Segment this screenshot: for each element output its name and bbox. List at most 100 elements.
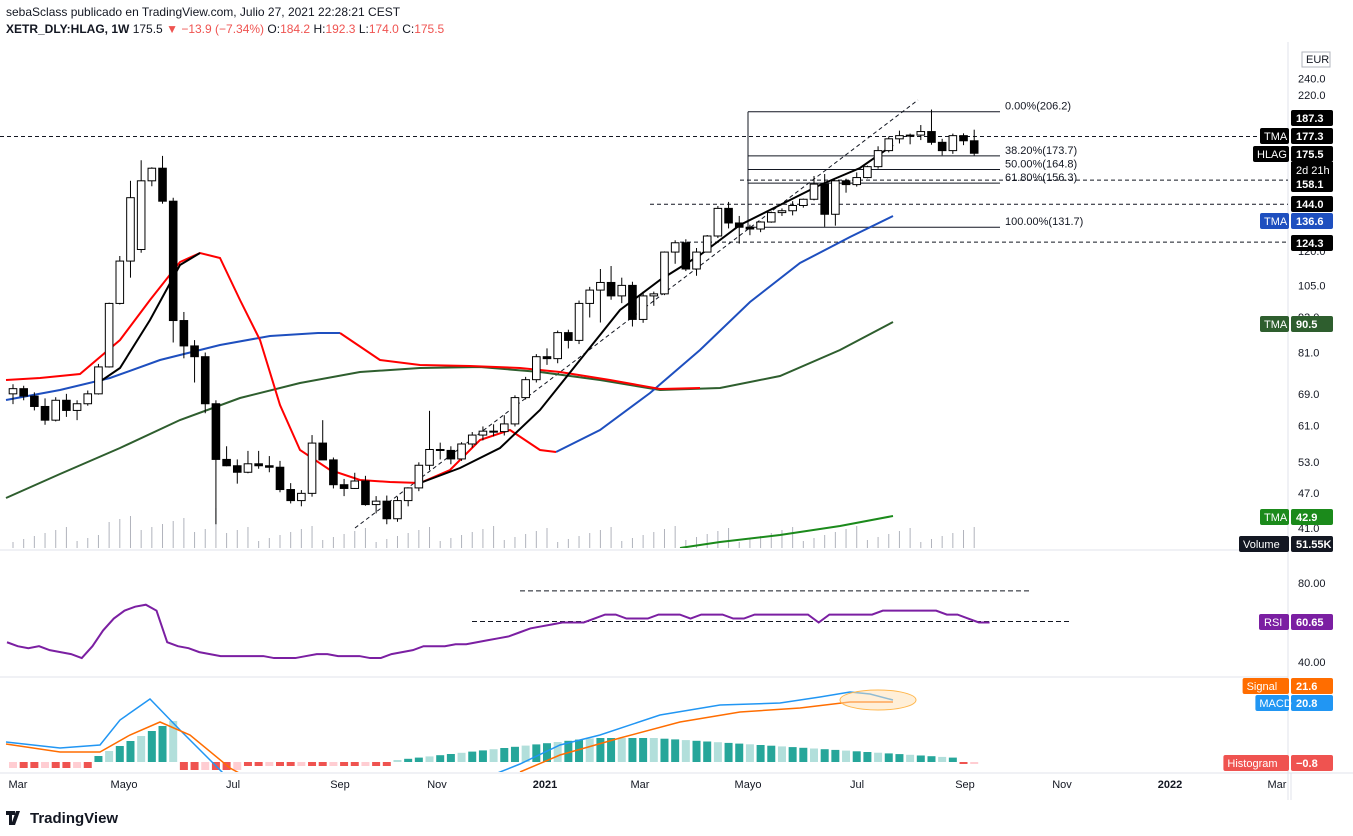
candle-body: [40, 405, 50, 421]
price-tag-label-box: [1260, 128, 1289, 144]
candle-body: [72, 403, 82, 411]
candle-body: [692, 251, 701, 270]
price-tag-label: TMA: [1264, 131, 1288, 143]
fib-level-label: 61.80%(156.3): [1005, 172, 1077, 184]
macd-tag: 20.8 MACD: [1255, 695, 1333, 711]
candle-body: [521, 379, 530, 399]
candle-body: [136, 180, 146, 251]
candle-body: [574, 302, 584, 341]
price-tag: 136.6 TMA: [1260, 213, 1333, 229]
chart-header: sebaSclass publicado en TradingView.com,…: [6, 4, 444, 38]
price-tag: 175.5 HLAG 2d 21h: [1253, 146, 1333, 178]
chart-canvas[interactable]: Mar Mayo Jul Sep Nov 2021 Mar Mayo Jul Sep Nov 2022…: [0, 0, 1353, 800]
candle-body: [628, 284, 637, 320]
candle-body: [884, 138, 894, 152]
candle-body: [339, 484, 349, 489]
price-tag-value: 144.0: [1296, 199, 1324, 211]
histogram-bar: [73, 762, 82, 768]
candle-body: [895, 135, 904, 140]
candle-body: [243, 463, 253, 473]
histogram-bar: [863, 752, 872, 762]
histogram-bar: [115, 746, 124, 762]
macd-tag-label-box: [1242, 678, 1289, 694]
price-tick-label: 220.0: [1298, 90, 1326, 102]
candle-body: [660, 251, 669, 295]
histogram-bar: [970, 762, 979, 764]
time-tick-label: Nov: [427, 779, 447, 791]
price-tag-value-box: [1291, 213, 1333, 229]
histogram-bar: [233, 762, 242, 770]
price-tag-value: 177.3: [1296, 131, 1324, 143]
price-tag-label: HLAG: [1257, 149, 1287, 161]
tradingview-logo[interactable]: TradingView: [6, 806, 118, 830]
price-tag-label: TMA: [1264, 319, 1288, 331]
macd-tag-label-box: [1223, 755, 1289, 771]
time-tick-label: Jul: [850, 779, 864, 791]
countdown-label: 2d 21h: [1296, 165, 1330, 177]
price-tag-value: 51.55K: [1296, 539, 1332, 551]
rsi-tag-label-box: [1259, 614, 1289, 630]
rsi-label: RSI: [1264, 617, 1282, 629]
histogram-bar: [361, 762, 370, 766]
histogram-bar: [585, 738, 594, 762]
histogram-bar: [607, 738, 616, 762]
candle-body: [94, 366, 103, 395]
histogram-bar: [564, 740, 573, 762]
histogram-bar: [9, 762, 17, 768]
macd-pane: [5, 691, 979, 772]
candle-body: [799, 198, 808, 206]
candle-body: [585, 289, 595, 304]
candle-body: [756, 221, 765, 230]
price-tag-value: 158.1: [1296, 179, 1324, 191]
histogram-bar: [777, 746, 786, 762]
open-label: O:: [267, 22, 281, 36]
candle-body: [863, 166, 872, 179]
ema-line-black-2: [419, 144, 894, 484]
candle-body: [852, 177, 862, 186]
candle-body: [190, 345, 199, 358]
candle-body: [681, 242, 691, 270]
macd-tag-value-box: [1291, 678, 1333, 694]
price-tick-label: 47.0: [1298, 488, 1319, 500]
histogram-bar: [713, 742, 722, 762]
price-tag-value-box: [1291, 128, 1333, 144]
price-tick-label: 81.0: [1298, 348, 1319, 360]
candle-body: [532, 356, 541, 381]
histogram-bar: [286, 762, 295, 766]
candle-body: [329, 459, 338, 486]
histogram-bar: [745, 744, 754, 762]
histogram-bar: [810, 748, 818, 762]
histogram-bar: [340, 762, 349, 766]
price-tag: 187.3: [1291, 110, 1333, 126]
symbol-name: XETR_DLY:HLAG, 1W: [6, 22, 130, 36]
price-change: −13.9 (−7.34%): [181, 22, 265, 36]
candle-body: [905, 134, 915, 137]
histogram-bar: [265, 762, 274, 766]
price-tag-label: Volume: [1243, 539, 1280, 551]
ema-line-blue-2: [555, 215, 894, 453]
histogram-bar: [105, 751, 114, 762]
candle-body: [649, 293, 659, 297]
histogram-bar: [201, 762, 210, 770]
time-tick-label: Mayo: [111, 779, 138, 791]
candle-body: [425, 448, 434, 466]
histogram-bar: [842, 750, 851, 762]
price-tag: 51.55K Volume: [1239, 536, 1333, 552]
histogram-bar: [895, 754, 904, 762]
histogram-bar: [639, 738, 648, 762]
rsi-tick-label: 40.00: [1298, 657, 1326, 669]
histogram-bar: [906, 754, 915, 762]
macd-tag-label-box: [1255, 695, 1289, 711]
time-tick-label: Jul: [226, 779, 240, 791]
candle-body: [734, 222, 744, 228]
histogram-bar: [457, 752, 466, 762]
open-value: 184.2: [280, 22, 311, 36]
histogram-bar: [510, 746, 519, 762]
candle-body: [499, 423, 509, 433]
price-tag: 144.0: [1291, 196, 1333, 212]
macd-tag-value-box: [1291, 755, 1333, 771]
candle-body: [841, 180, 851, 186]
histogram-bar: [799, 747, 808, 762]
histogram-bar: [831, 749, 840, 762]
candle-body: [147, 167, 157, 182]
